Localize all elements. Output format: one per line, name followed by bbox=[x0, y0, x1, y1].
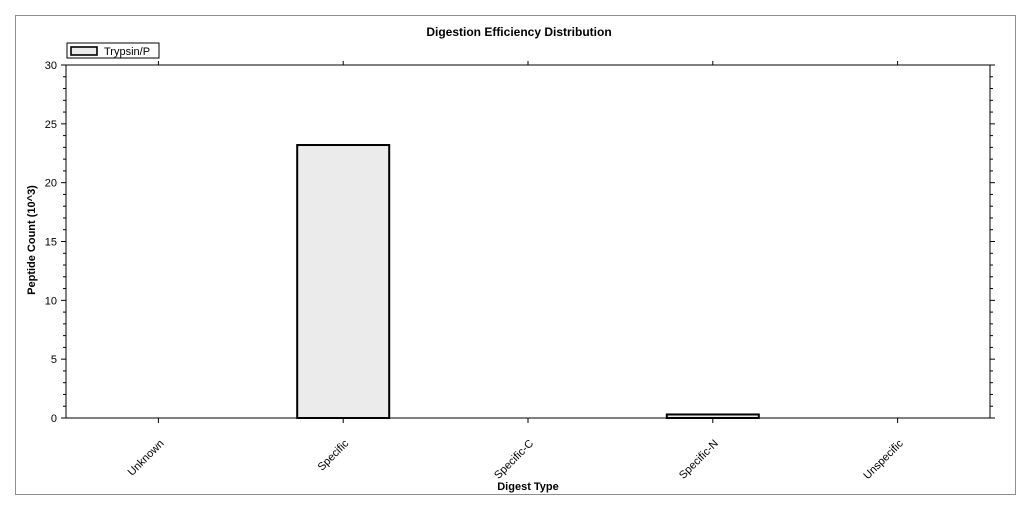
x-axis-label: Digest Type bbox=[497, 481, 559, 493]
y-tick-label: 25 bbox=[45, 119, 57, 131]
y-tick-label: 10 bbox=[45, 295, 57, 307]
legend-swatch bbox=[70, 46, 98, 56]
plot-border bbox=[65, 64, 991, 419]
chart-title: Digestion Efficiency Distribution bbox=[426, 25, 611, 39]
legend: Trypsin/P bbox=[66, 42, 160, 59]
bar-specific bbox=[296, 144, 391, 419]
x-tick-label: Unspecific bbox=[861, 437, 906, 482]
y-tick-label: 20 bbox=[45, 178, 57, 190]
y-tick-label: 0 bbox=[51, 413, 57, 425]
y-axis-label: Peptide Count (10^3) bbox=[26, 185, 38, 295]
chart-frame bbox=[15, 15, 1016, 495]
y-tick-label: 15 bbox=[45, 237, 57, 249]
x-tick-label: Specific-C bbox=[492, 438, 536, 482]
plot-area: 0 5 10 15 20 25 30 Unknown Specific Specific-C Spe… bbox=[45, 60, 995, 482]
y-tick-label: 30 bbox=[45, 60, 57, 72]
x-tick-label: Unknown bbox=[126, 438, 167, 479]
x-tick-label: Specific bbox=[316, 437, 352, 473]
bar-specific-n bbox=[665, 413, 760, 420]
x-tick-label: Specific-N bbox=[677, 438, 721, 482]
y-tick-label: 5 bbox=[51, 354, 57, 366]
legend-label: Trypsin/P bbox=[104, 46, 150, 58]
